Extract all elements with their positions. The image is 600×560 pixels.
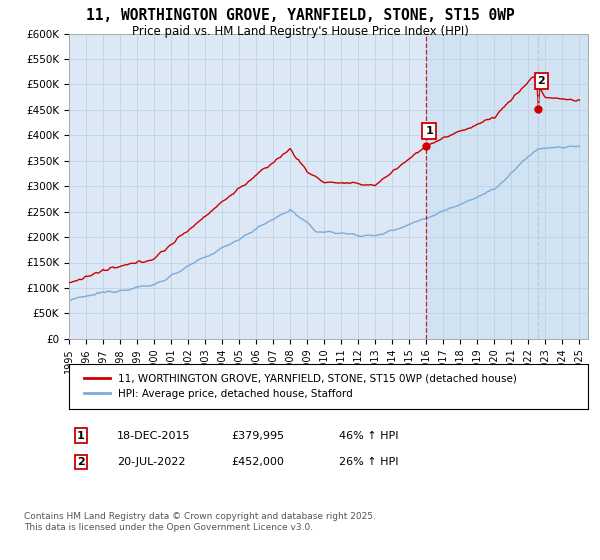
Text: Contains HM Land Registry data © Crown copyright and database right 2025.
This d: Contains HM Land Registry data © Crown c…: [24, 512, 376, 532]
Legend: 11, WORTHINGTON GROVE, YARNFIELD, STONE, ST15 0WP (detached house), HPI: Average: 11, WORTHINGTON GROVE, YARNFIELD, STONE,…: [79, 370, 521, 403]
Text: 11, WORTHINGTON GROVE, YARNFIELD, STONE, ST15 0WP: 11, WORTHINGTON GROVE, YARNFIELD, STONE,…: [86, 8, 514, 24]
Text: 2: 2: [77, 457, 85, 467]
Text: 46% ↑ HPI: 46% ↑ HPI: [339, 431, 398, 441]
Text: 18-DEC-2015: 18-DEC-2015: [117, 431, 191, 441]
Text: £452,000: £452,000: [231, 457, 284, 467]
Text: 26% ↑ HPI: 26% ↑ HPI: [339, 457, 398, 467]
Text: 1: 1: [425, 126, 433, 136]
Bar: [425, 34, 588, 339]
Text: £379,995: £379,995: [231, 431, 284, 441]
Text: 2: 2: [538, 76, 545, 86]
Text: 20-JUL-2022: 20-JUL-2022: [117, 457, 185, 467]
Text: Price paid vs. HM Land Registry's House Price Index (HPI): Price paid vs. HM Land Registry's House …: [131, 25, 469, 38]
Text: 1: 1: [77, 431, 85, 441]
